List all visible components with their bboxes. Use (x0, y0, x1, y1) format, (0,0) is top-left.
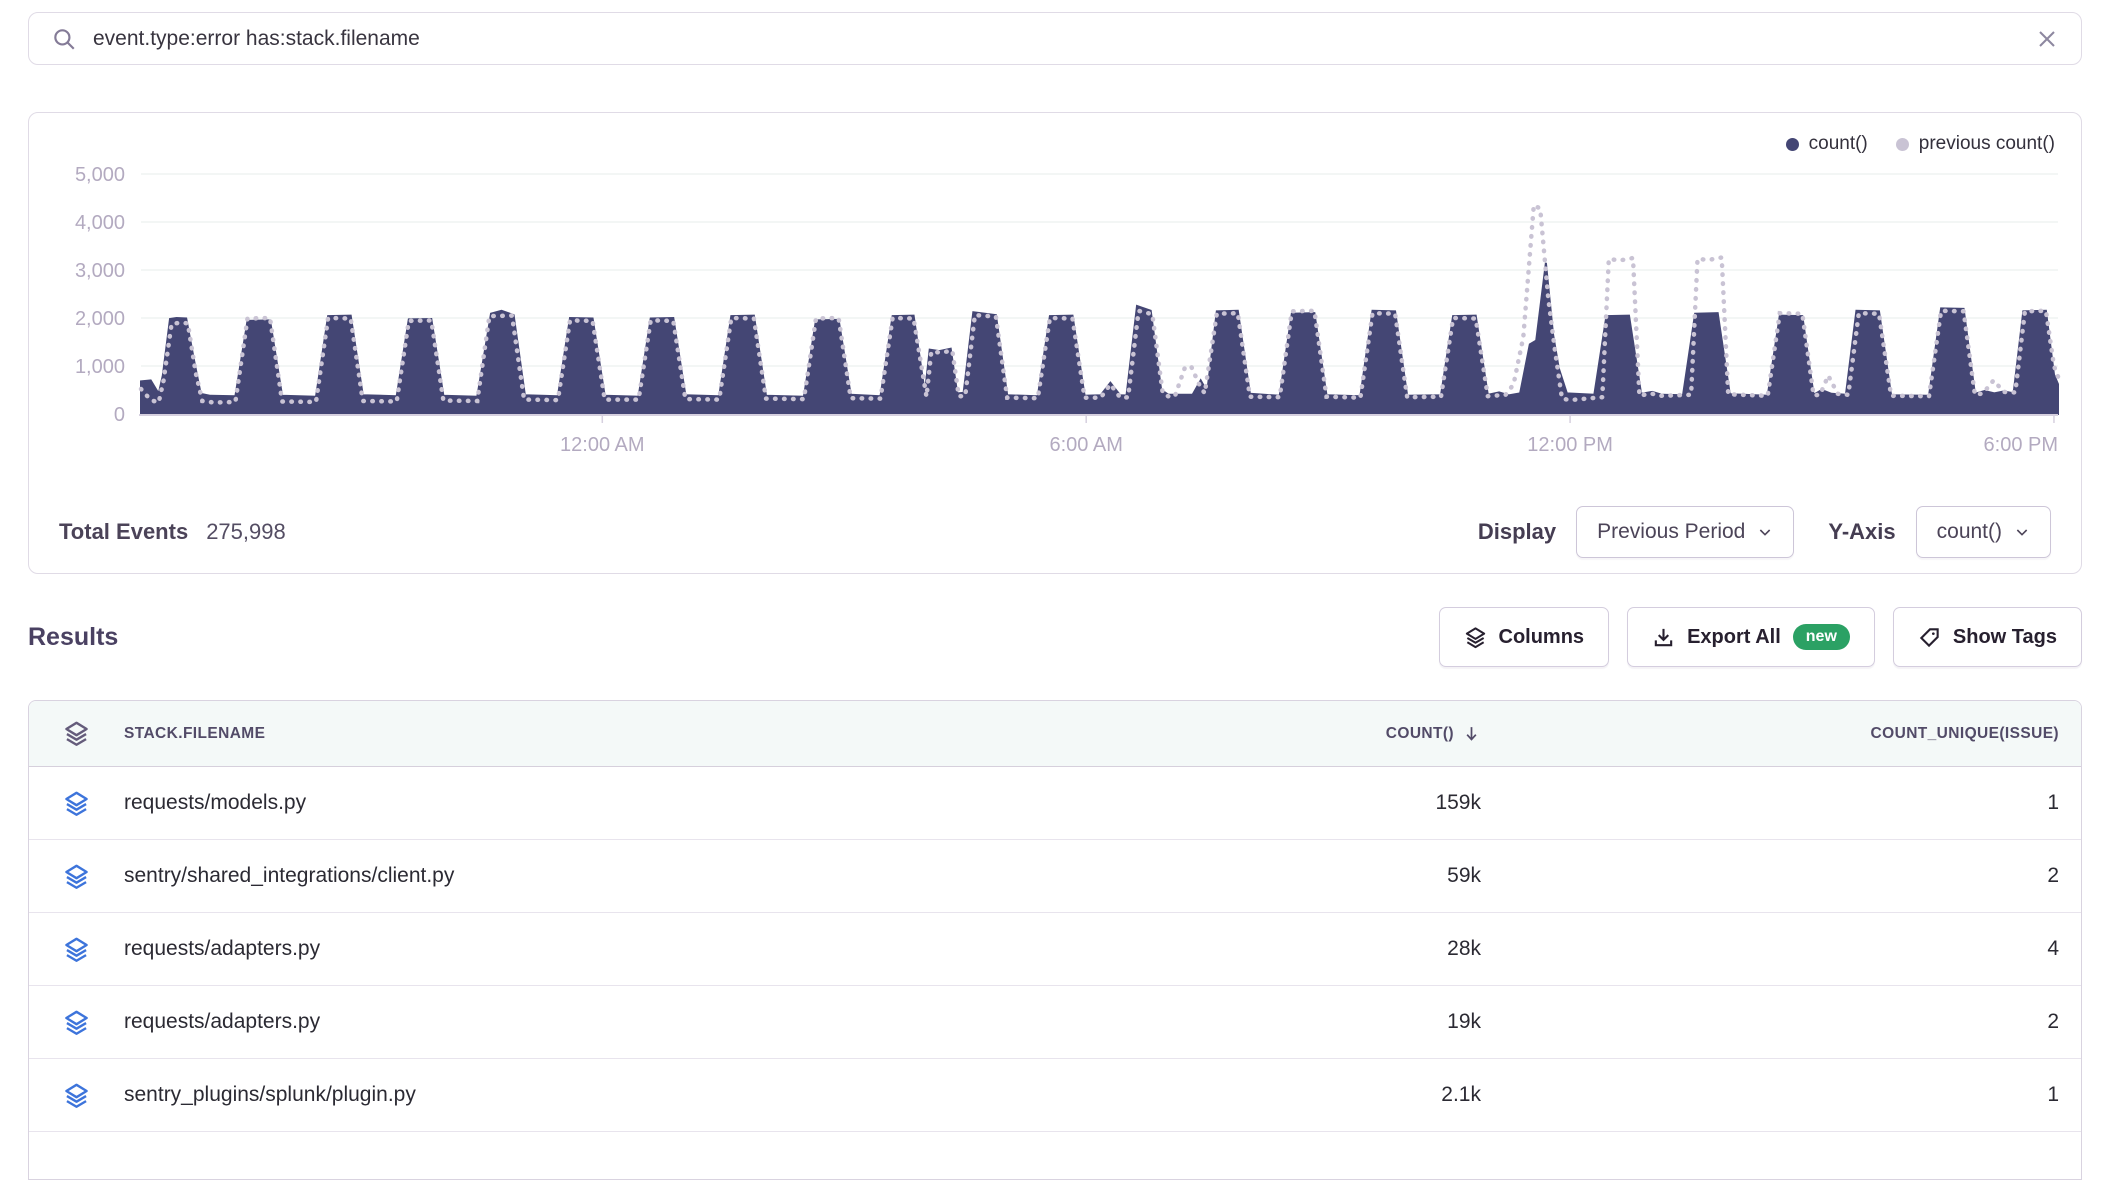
layers-icon[interactable] (63, 1009, 90, 1036)
x-axis-tick-label: 6:00 PM (1984, 434, 2058, 456)
y-axis-tick-label: 3,000 (75, 260, 125, 282)
cell-filename[interactable]: requests/models.py (124, 791, 307, 814)
cell-count[interactable]: 28k (1447, 937, 1481, 960)
chart-footer: Total Events 275,998 Display Previous Pe… (29, 491, 2081, 573)
cell-filename[interactable]: requests/adapters.py (124, 937, 321, 960)
cell-count[interactable]: 159k (1435, 791, 1481, 814)
legend-item[interactable]: previous count() (1895, 133, 2055, 155)
layers-icon[interactable] (63, 863, 90, 890)
table-header-row: STACK.FILENAME COUNT() COUNT_UNIQUE(ISSU… (29, 701, 2081, 767)
cell-count[interactable]: 2.1k (1441, 1083, 1481, 1106)
total-events-label: Total Events (59, 519, 189, 544)
yaxis-dropdown-value: count() (1936, 520, 2002, 543)
events-chart[interactable]: 0 1,000 2,000 3,000 4,000 5,000 12:00 AM 6:00 A… (29, 113, 2080, 493)
table-row[interactable]: requests/adapters.py 28k 4 (29, 913, 2081, 986)
layers-icon[interactable] (63, 936, 90, 963)
results-table: STACK.FILENAME COUNT() COUNT_UNIQUE(ISSU… (28, 700, 2082, 1180)
tag-icon (1919, 627, 1939, 647)
results-header: Results Columns Export All new Show Tags (28, 604, 2082, 670)
legend-dot (1895, 137, 1909, 151)
sort-desc-icon (1462, 724, 1481, 743)
x-axis-tick-label: 6:00 AM (1049, 434, 1122, 456)
layers-icon[interactable] (63, 1082, 90, 1109)
cell-filename[interactable]: sentry/shared_integrations/client.py (124, 864, 455, 887)
cell-unique[interactable]: 2 (2047, 864, 2059, 887)
chevron-down-icon (2016, 529, 2028, 536)
events-chart-panel: count() previous count() 0 1,000 2,000 3,00… (28, 112, 2082, 574)
y-axis-tick-label: 0 (114, 404, 125, 426)
table-row[interactable]: requests/adapters.py 19k 2 (29, 986, 2081, 1059)
layers-icon[interactable] (63, 720, 90, 747)
search-icon (51, 26, 77, 52)
cell-unique[interactable]: 1 (2047, 1083, 2059, 1106)
column-header-filename[interactable]: STACK.FILENAME (124, 724, 266, 742)
legend-dot (1785, 137, 1799, 151)
download-icon (1654, 628, 1673, 646)
yaxis-label: Y-Axis (1828, 519, 1896, 544)
cell-count[interactable]: 59k (1447, 864, 1481, 887)
column-header-count[interactable]: COUNT() (1081, 724, 1481, 743)
new-badge: new (1792, 624, 1850, 650)
table-row[interactable]: requests/models.py 159k 1 (29, 767, 2081, 840)
table-row[interactable]: sentry_plugins/splunk/plugin.py 2.1k 1 (29, 1059, 2081, 1132)
layers-icon (1464, 626, 1487, 649)
cell-unique[interactable]: 2 (2047, 1010, 2059, 1033)
yaxis-dropdown[interactable]: count() (1915, 506, 2051, 558)
table-row[interactable]: sentry/shared_integrations/client.py 59k… (29, 840, 2081, 913)
column-header-unique[interactable]: COUNT_UNIQUE(ISSUE) (1870, 724, 2059, 742)
export-all-button[interactable]: Export All new (1627, 607, 1875, 667)
x-axis-tick-label: 12:00 AM (560, 434, 645, 456)
show-tags-button[interactable]: Show Tags (1892, 607, 2082, 667)
y-axis-tick-label: 1,000 (75, 356, 125, 378)
chevron-down-icon (1760, 529, 1771, 536)
chart-legend: count() previous count() (1785, 133, 2055, 155)
cell-count[interactable]: 19k (1447, 1010, 1481, 1033)
total-events-value: 275,998 (206, 519, 286, 544)
cell-unique[interactable]: 1 (2047, 791, 2059, 814)
cell-filename[interactable]: requests/adapters.py (124, 1010, 321, 1033)
y-axis-tick-label: 2,000 (75, 308, 125, 330)
legend-item[interactable]: count() (1785, 133, 1868, 155)
display-dropdown-value: Previous Period (1597, 520, 1746, 543)
display-label: Display (1477, 519, 1557, 544)
search-bar[interactable] (28, 12, 2082, 65)
cell-unique[interactable]: 4 (2047, 937, 2059, 960)
columns-button[interactable]: Columns (1438, 607, 1610, 667)
results-title: Results (28, 622, 119, 651)
search-input[interactable] (93, 26, 2035, 51)
y-axis-tick-label: 5,000 (75, 164, 125, 186)
display-dropdown[interactable]: Previous Period (1576, 506, 1795, 558)
clear-search-icon[interactable] (2035, 27, 2059, 51)
y-axis-tick-label: 4,000 (75, 212, 125, 234)
layers-icon[interactable] (63, 790, 90, 817)
total-events: Total Events 275,998 (59, 519, 286, 545)
cell-filename[interactable]: sentry_plugins/splunk/plugin.py (124, 1083, 416, 1106)
x-axis-tick-label: 12:00 PM (1527, 434, 1613, 456)
